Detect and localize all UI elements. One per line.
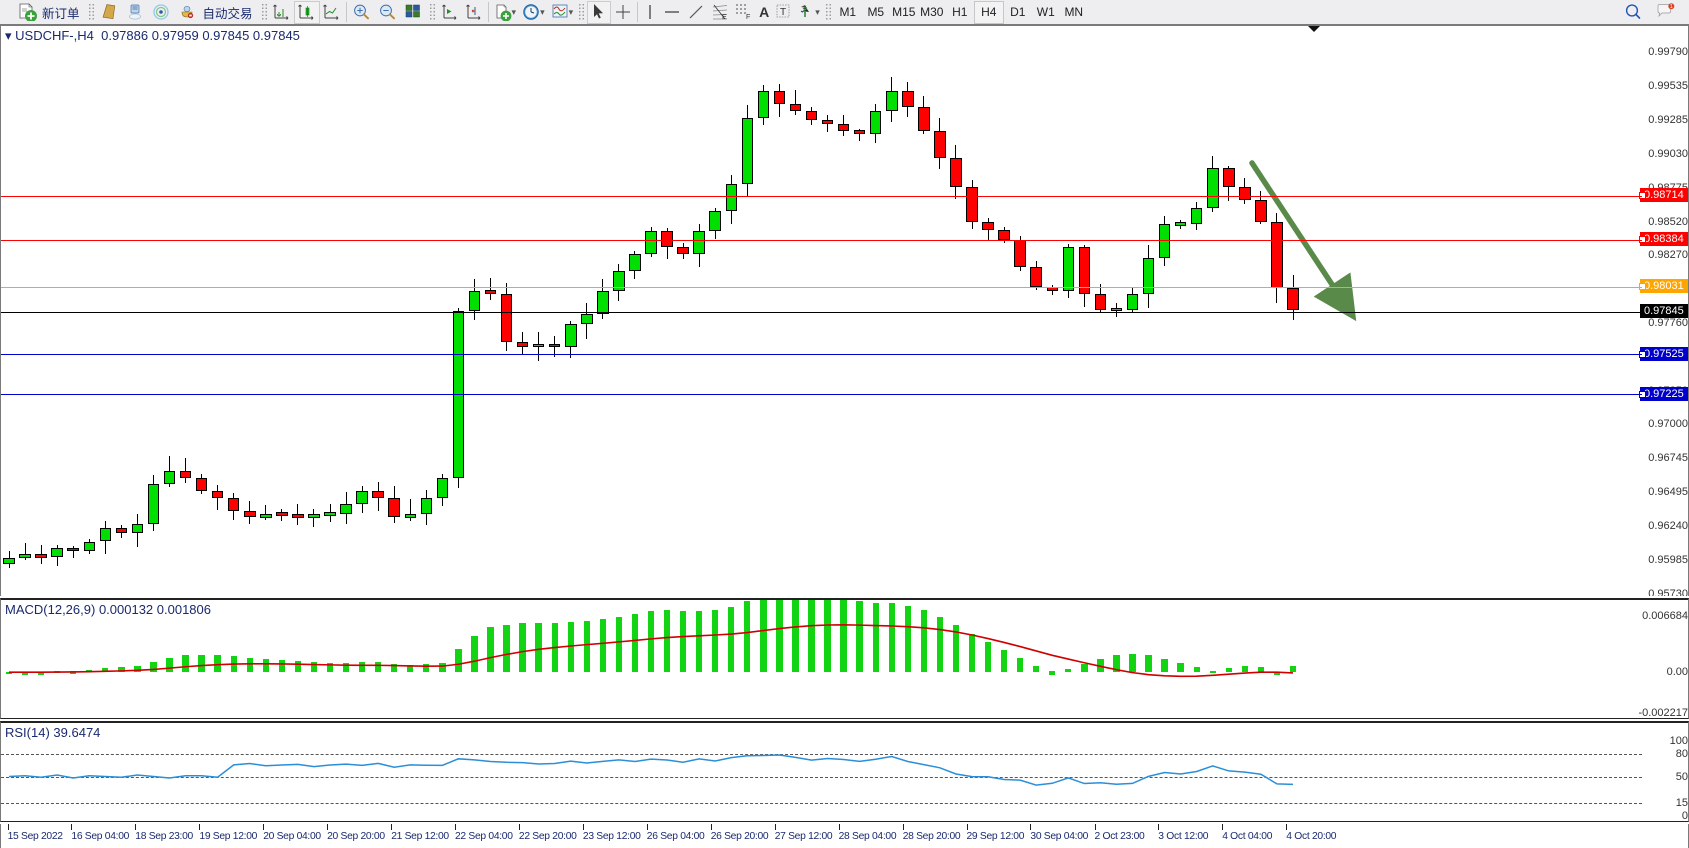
svg-text:1: 1 [1670,4,1673,10]
svg-text:F: F [746,14,750,21]
svg-text:T: T [780,7,786,18]
svg-text:E: E [722,14,727,21]
